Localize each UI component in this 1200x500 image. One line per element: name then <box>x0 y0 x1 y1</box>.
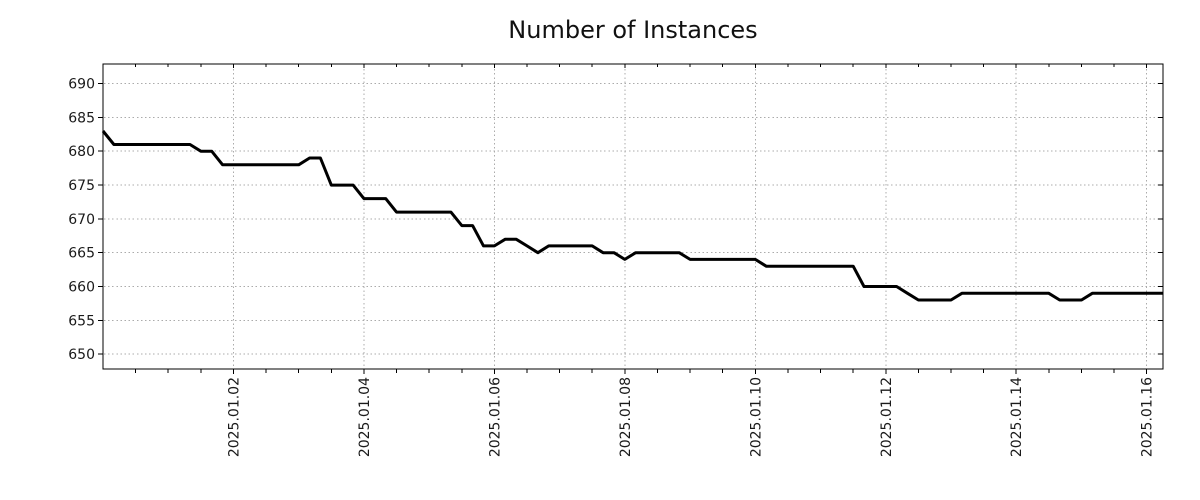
x-tick-label: 2025.01.04 <box>357 377 373 457</box>
x-tick-label: 2025.01.10 <box>748 377 764 457</box>
x-tick-label: 2025.01.16 <box>1140 377 1156 457</box>
y-tick-label: 685 <box>68 110 95 126</box>
x-tick-label: 2025.01.14 <box>1009 377 1025 457</box>
y-tick-label: 670 <box>68 212 95 228</box>
y-tick-label: 660 <box>68 279 95 295</box>
x-tick-label: 2025.01.12 <box>879 377 895 457</box>
chart-title: Number of Instances <box>508 16 758 44</box>
plot-border <box>102 63 1164 370</box>
y-tick-label: 680 <box>68 144 95 160</box>
y-tick-label: 690 <box>68 77 95 93</box>
y-tick-label: 650 <box>68 347 95 363</box>
y-tick-label: 665 <box>68 246 95 262</box>
x-tick-label: 2025.01.02 <box>226 377 242 457</box>
y-tick-label: 655 <box>68 313 95 329</box>
x-tick-label: 2025.01.08 <box>618 377 634 457</box>
y-tick-label: 675 <box>68 178 95 194</box>
x-tick-label: 2025.01.06 <box>487 377 503 457</box>
data-line <box>101 130 1163 302</box>
